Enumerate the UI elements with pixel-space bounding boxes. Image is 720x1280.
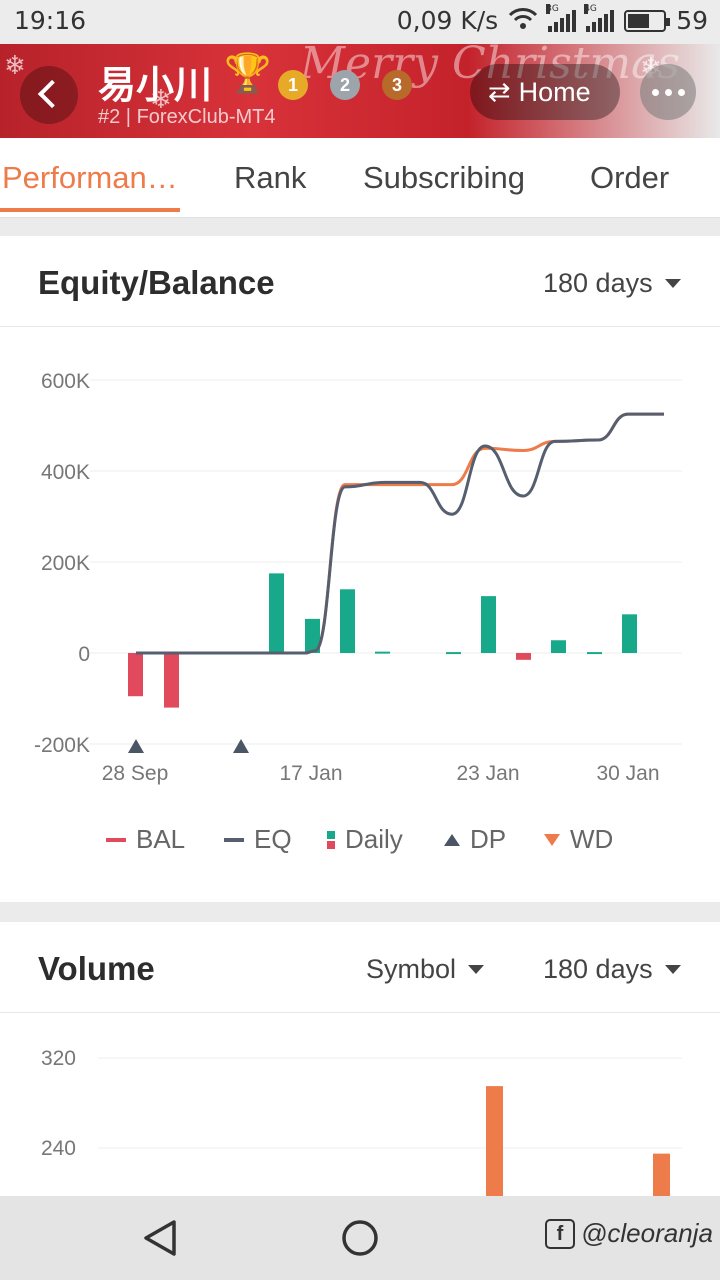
- nav-back-button[interactable]: [140, 1218, 180, 1263]
- back-button[interactable]: [20, 66, 78, 124]
- more-dot-icon: [678, 89, 685, 96]
- bal-swatch: [106, 837, 126, 842]
- equity-balance-card: Equity/Balance 180 days 600K 400K 200K 0 -20…: [0, 236, 720, 902]
- battery-level: 59: [676, 6, 708, 35]
- daily-bar: [269, 573, 284, 653]
- volume-period-dropdown[interactable]: 180 days: [543, 954, 681, 985]
- equity-card-title: Equity/Balance: [38, 264, 275, 301]
- gold-medal-icon: 1: [278, 70, 308, 100]
- network-speed: 0,09 K/s: [396, 6, 499, 35]
- daily-bar: [481, 596, 496, 653]
- snowflake-icon: ❄: [150, 84, 172, 114]
- dropdown-arrow-icon: [468, 965, 485, 974]
- legend-wd: WD: [544, 824, 613, 855]
- tab-performance[interactable]: Performan…: [2, 160, 178, 195]
- volume-card: Volume Symbol 180 days 320 240: [0, 922, 720, 1196]
- daily-bar: [128, 653, 143, 697]
- silver-medal-icon: 2: [330, 70, 360, 100]
- tab-subscribing[interactable]: Subscribing: [363, 160, 525, 195]
- more-dot-icon: [665, 89, 672, 96]
- battery-icon: [624, 9, 671, 32]
- nav-home-button[interactable]: [340, 1218, 380, 1263]
- equity-balance-chart: 600K 400K 200K 0 -200K 28 Sep 17 Jan 23 Jan 30 J…: [34, 370, 682, 785]
- wd-triangle-icon: [544, 833, 560, 846]
- status-bar: 19:16 0,09 K/s 3G 4G 59: [0, 0, 720, 44]
- daily-bar: [587, 652, 602, 655]
- trader-subtitle: #2 | ForexClub-MT4: [98, 106, 276, 128]
- volume-bar: [653, 1153, 670, 1196]
- y-tick-label: 600K: [41, 370, 90, 393]
- home-button[interactable]: ⇄ Home: [470, 64, 620, 120]
- chart-legend: BAL EQ Daily DP WD: [0, 824, 720, 864]
- tab-order[interactable]: Order: [590, 160, 670, 195]
- signal-3g-icon: 3G: [546, 3, 577, 32]
- nav-back-icon: [144, 1220, 176, 1256]
- dp-triangle-icon: [444, 833, 460, 846]
- tab-bar: Performan… Rank Subscribing Order: [0, 138, 720, 218]
- system-nav-bar: f @cleoranja: [0, 1196, 720, 1280]
- dp-marker: [233, 739, 249, 753]
- back-arrow-icon: [37, 79, 67, 109]
- balance-line: [135, 412, 664, 655]
- legend-bal: BAL: [106, 824, 185, 855]
- watermark: f @cleoranja: [545, 1218, 713, 1249]
- christmas-banner-text: Merry Christmas: [300, 44, 680, 89]
- legend-dp: DP: [444, 824, 506, 855]
- volume-period-value: 180 days: [543, 954, 653, 984]
- daily-bar: [305, 618, 320, 653]
- wifi-icon: [508, 6, 538, 35]
- legend-daily: Daily: [327, 824, 403, 855]
- more-options-button[interactable]: [640, 64, 696, 120]
- watermark-text: @cleoranja: [581, 1218, 713, 1248]
- volume-card-title: Volume: [38, 950, 155, 987]
- equity-period-value: 180 days: [543, 268, 653, 298]
- y-tick-label: 0: [78, 643, 90, 666]
- daily-swatch: [327, 830, 335, 849]
- x-tick-label: 30 Jan: [596, 762, 659, 785]
- home-button-label: Home: [518, 76, 591, 107]
- y-tick-label: 320: [41, 1047, 76, 1070]
- daily-bar: [446, 652, 461, 655]
- signal-4g-icon: 4G: [584, 3, 615, 32]
- x-tick-label: 23 Jan: [456, 762, 519, 785]
- trophy-icon: 🏆: [224, 53, 272, 95]
- facebook-icon: f: [545, 1218, 575, 1249]
- trader-name: 易小川: [98, 63, 213, 107]
- daily-bar: [622, 614, 637, 653]
- status-time: 19:16: [14, 6, 87, 35]
- volume-bar: [486, 1086, 503, 1196]
- tab-rank[interactable]: Rank: [234, 160, 307, 195]
- volume-symbol-value: Symbol: [366, 954, 457, 984]
- y-tick-label: 240: [41, 1137, 76, 1160]
- dp-marker: [128, 739, 144, 753]
- card-divider: [0, 1012, 720, 1013]
- daily-bar: [516, 653, 531, 660]
- card-divider: [0, 326, 720, 327]
- y-tick-label: 400K: [41, 461, 90, 484]
- swap-arrows-icon: ⇄: [488, 76, 511, 107]
- more-dot-icon: [652, 89, 659, 96]
- dropdown-arrow-icon: [664, 965, 681, 974]
- nav-home-icon: [342, 1220, 378, 1256]
- x-tick-label: 17 Jan: [279, 762, 342, 785]
- y-tick-label: -200K: [34, 734, 90, 757]
- snowflake-icon: ❄: [4, 50, 26, 80]
- active-tab-indicator: [0, 208, 180, 212]
- y-tick-label: 200K: [41, 552, 90, 575]
- equity-line: [135, 412, 664, 655]
- daily-bar: [340, 589, 355, 653]
- volume-symbol-dropdown[interactable]: Symbol: [366, 954, 485, 985]
- legend-eq: EQ: [224, 824, 292, 855]
- x-tick-label: 28 Sep: [102, 762, 169, 785]
- dropdown-arrow-icon: [664, 279, 681, 288]
- daily-bar: [164, 653, 179, 708]
- eq-swatch: [224, 837, 244, 842]
- profile-header: Merry Christmas ❄ ❄ ❄ 易小川 🏆 1 2 3 #2 | F…: [0, 44, 720, 138]
- volume-chart: 320 240: [41, 1047, 682, 1196]
- daily-bar: [551, 640, 566, 653]
- equity-period-dropdown[interactable]: 180 days: [543, 268, 681, 299]
- bronze-medal-icon: 3: [382, 70, 412, 100]
- daily-bar: [375, 651, 390, 654]
